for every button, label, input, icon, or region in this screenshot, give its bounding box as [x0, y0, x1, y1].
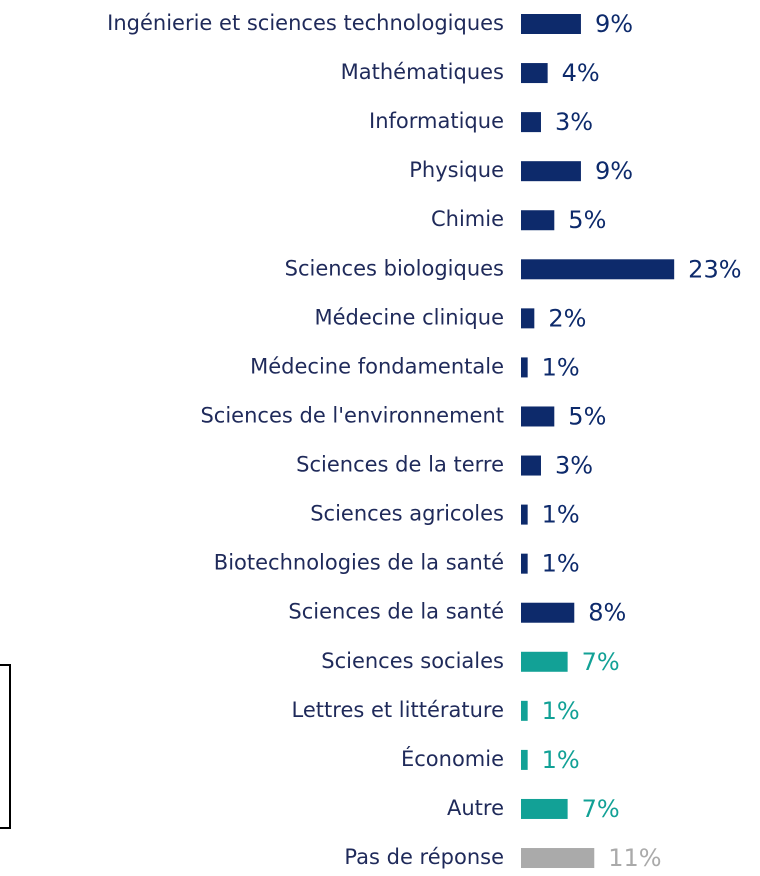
value-label: 7% — [582, 648, 620, 676]
category-label: Chimie — [431, 207, 504, 231]
value-label: 7% — [582, 795, 620, 823]
frame-fragment — [0, 664, 11, 829]
value-label: 23% — [688, 255, 741, 283]
category-label: Physique — [409, 158, 504, 182]
value-label: 1% — [542, 353, 580, 381]
value-label: 3% — [555, 108, 593, 136]
bar — [521, 210, 555, 231]
bar — [521, 14, 581, 34]
category-label: Autre — [447, 796, 504, 820]
value-label: 11% — [608, 844, 661, 872]
category-label: Sciences de la terre — [296, 453, 504, 477]
value-label: 2% — [548, 304, 586, 332]
bar — [521, 63, 548, 84]
bar — [521, 455, 541, 476]
value-label: 1% — [542, 746, 580, 774]
category-label: Pas de réponse — [344, 845, 504, 869]
bar — [521, 651, 568, 672]
category-label: Ingénierie et sciences technologiques — [107, 11, 504, 35]
value-label: 5% — [568, 206, 606, 234]
category-label: Lettres et littérature — [292, 698, 504, 722]
bar — [521, 602, 575, 623]
bar — [521, 308, 535, 329]
category-label: Sciences de l'environnement — [200, 403, 504, 427]
value-label: 4% — [562, 59, 600, 87]
value-label: 1% — [542, 697, 580, 725]
bar — [521, 749, 528, 770]
category-label: Informatique — [369, 109, 504, 133]
value-label: 9% — [595, 10, 633, 38]
category-label: Sciences biologiques — [285, 256, 504, 280]
category-label: Économie — [401, 746, 504, 771]
bar — [521, 259, 675, 280]
bar — [521, 504, 528, 525]
value-label: 3% — [555, 452, 593, 480]
bar — [521, 357, 528, 378]
bar — [521, 848, 595, 869]
bar — [521, 406, 555, 427]
value-label: 1% — [542, 501, 580, 529]
category-label: Sciences agricoles — [310, 502, 504, 526]
category-label: Médecine clinique — [315, 305, 505, 329]
category-label: Sciences de la santé — [288, 600, 504, 624]
category-label: Mathématiques — [341, 60, 504, 84]
value-label: 5% — [568, 402, 606, 430]
value-label: 8% — [588, 599, 626, 627]
bar — [521, 798, 568, 819]
category-label: Biotechnologies de la santé — [214, 551, 504, 575]
bar — [521, 112, 541, 133]
value-label: 1% — [542, 550, 580, 578]
bar — [521, 700, 528, 721]
category-label: Sciences sociales — [321, 649, 504, 673]
category-label: Médecine fondamentale — [250, 354, 504, 378]
bar — [521, 161, 581, 182]
bar — [521, 553, 528, 574]
value-label: 9% — [595, 157, 633, 185]
